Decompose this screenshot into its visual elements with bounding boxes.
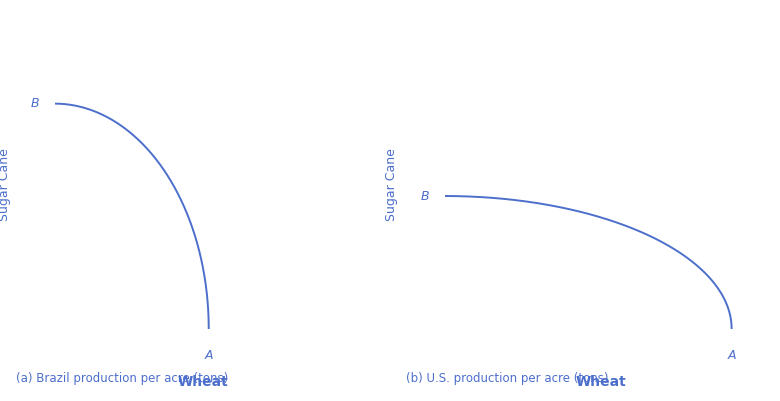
Text: A: A xyxy=(204,349,213,362)
Text: Sugar Cane: Sugar Cane xyxy=(385,148,398,221)
Text: (b) U.S. production per acre (tons): (b) U.S. production per acre (tons) xyxy=(406,372,608,385)
Text: A: A xyxy=(728,349,736,362)
Text: B: B xyxy=(31,97,40,110)
Text: Sugar Cane: Sugar Cane xyxy=(0,148,11,221)
Text: B: B xyxy=(420,190,429,203)
Text: Wheat: Wheat xyxy=(177,375,229,389)
Text: Wheat: Wheat xyxy=(575,375,626,389)
Text: (a) Brazil production per acre (tons): (a) Brazil production per acre (tons) xyxy=(16,372,228,385)
